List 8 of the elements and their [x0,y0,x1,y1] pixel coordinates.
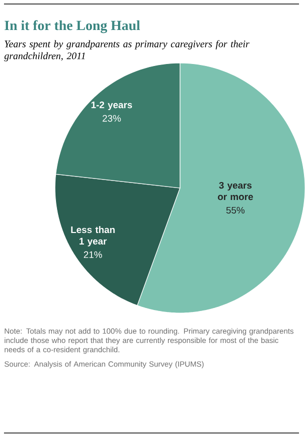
data-label: 23% [102,114,121,122]
data-label: 55% [226,206,244,214]
slice-label: Less than 1 year [71,226,115,246]
slice-label: 1-2 years [91,102,132,110]
slice-label: 3 years or more [218,182,253,200]
chart-subtitle: Years spent by grandparents as primary caregivers for their grandchildren, 2011 [4,40,250,62]
data-label: 21% [84,251,102,258]
chart-title: In it for the Long Haul [4,20,140,34]
